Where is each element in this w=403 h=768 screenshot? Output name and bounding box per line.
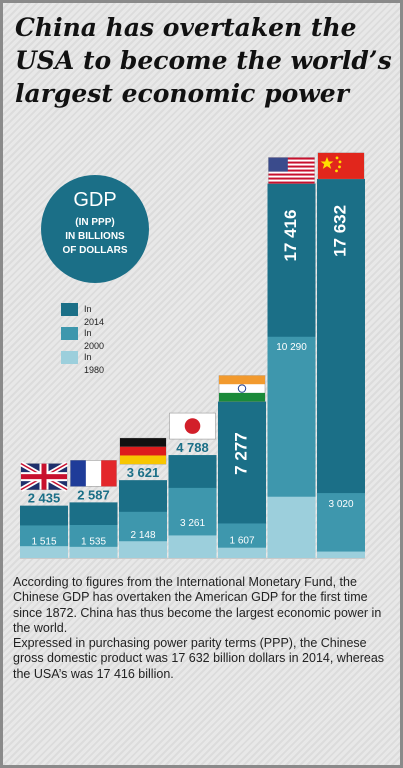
bar-1980-3 — [119, 541, 167, 558]
china-flag-icon — [317, 152, 365, 180]
india-flag-icon — [218, 375, 266, 402]
usa-flag-icon — [268, 157, 315, 184]
value-label-2000: 1 515 — [31, 537, 56, 548]
legend-swatch — [61, 303, 78, 316]
gdp-badge-title: GDP — [73, 189, 117, 211]
page-title: China has overtaken the USA to become th… — [15, 11, 395, 110]
value-label-2000: 3 261 — [180, 518, 205, 529]
uk-flag-icon — [19, 461, 69, 492]
title-line-2: USA to become the world’s — [15, 46, 392, 75]
gdp-badge-line-2: IN BILLIONS — [65, 231, 125, 242]
gdp-unit-badge: GDP (IN PPP) IN BILLIONS OF DOLLARS — [41, 175, 149, 283]
gdp-badge-line-3: OF DOLLARS — [62, 245, 128, 256]
paragraph-2: Expressed in purchasing power parity ter… — [13, 636, 385, 681]
value-label-2000: 10 290 — [276, 342, 307, 353]
legend-swatch — [61, 327, 78, 340]
value-label-2000: 2 148 — [130, 530, 155, 541]
value-label-2014: 17 632 — [330, 205, 349, 257]
bar-1980-6 — [267, 496, 316, 558]
baseline — [20, 558, 365, 559]
value-label-2014: 2 587 — [77, 487, 110, 502]
value-label-2014: 4 788 — [176, 440, 209, 455]
legend-swatch — [61, 351, 78, 364]
gdp-bar-chart: 2 435 1 515 2 587 1 535 3 621 2 148 4 788 3 261… — [19, 152, 365, 559]
value-label-2000: 1 535 — [81, 536, 106, 547]
value-label-2000: 3 020 — [328, 499, 353, 510]
title-line-3: largest economic power — [15, 79, 349, 108]
legend-label: In 1980 — [84, 352, 105, 375]
article-text: According to figures from the Internatio… — [13, 575, 398, 682]
bar-2000-7 — [317, 493, 365, 558]
paragraph-1: According to figures from the Internatio… — [13, 575, 382, 635]
legend-label: In 2000 — [84, 328, 105, 351]
bar-1980-7 — [317, 551, 365, 558]
legend-label: In 2014 — [84, 304, 105, 327]
germany-flag-icon — [119, 437, 167, 465]
value-label-2000: 1 607 — [229, 536, 254, 547]
value-label-2014: 3 621 — [127, 465, 160, 480]
bar-1980-5 — [218, 547, 266, 558]
value-label-2014: 2 435 — [28, 491, 61, 506]
japan-flag-icon — [169, 412, 216, 440]
bar-1980-1 — [20, 546, 68, 558]
france-flag-icon — [70, 460, 117, 487]
value-label-2014: 7 277 — [231, 432, 250, 475]
gdp-badge-line-1: (IN PPP) — [75, 217, 115, 228]
value-label-2014: 17 416 — [281, 210, 300, 262]
bar-1980-4 — [168, 535, 217, 558]
title-line-1: China has overtaken the — [15, 13, 357, 42]
bar-1980-2 — [69, 546, 118, 558]
